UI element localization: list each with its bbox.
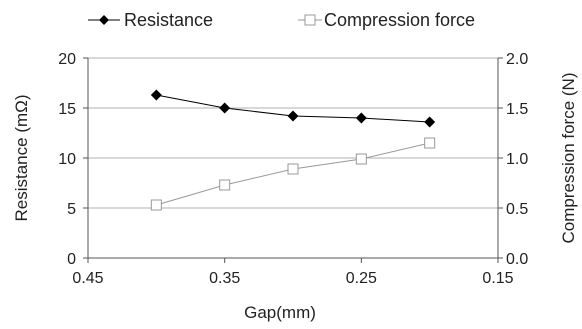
- y2-tick-label-0: 0.0: [506, 251, 528, 268]
- legend-resistance-marker: [99, 15, 109, 25]
- point-resistance-2: [287, 110, 299, 122]
- y-tick-label-2: 10: [58, 151, 76, 168]
- point-resistance-0: [150, 89, 162, 101]
- point-compression-force-1: [219, 179, 231, 191]
- y2-tick-label-2: 1.0: [506, 151, 528, 168]
- point-resistance-4: [424, 116, 436, 128]
- legend-force-label: Compression force: [324, 10, 475, 30]
- y2-tick-label-1: 0.5: [506, 201, 528, 218]
- y-tick-label-1: 5: [67, 201, 76, 218]
- y-axis-title: Resistance (mΩ): [12, 94, 31, 221]
- x-tick-label-3: 0.15: [482, 270, 513, 287]
- y-tick-label-4: 20: [58, 51, 76, 68]
- y-tick-label-3: 15: [58, 101, 76, 118]
- point-compression-force-3: [355, 153, 367, 165]
- legend-item-compression-force: Compression force: [298, 10, 475, 30]
- point-resistance-1: [219, 102, 231, 114]
- y-tick-label-0: 0: [67, 251, 76, 268]
- point-compression-force-0: [150, 199, 162, 211]
- legend: Resistance Compression force: [88, 10, 475, 30]
- legend-force-marker: [304, 14, 316, 26]
- x-tick-label-1: 0.35: [209, 270, 240, 287]
- x-tick-label-0: 0.45: [72, 270, 103, 287]
- legend-resistance-label: Resistance: [124, 10, 213, 30]
- grid-lines: [88, 57, 498, 259]
- x-axis-title: Gap(mm): [244, 303, 316, 322]
- point-compression-force-4: [424, 137, 436, 149]
- point-compression-force-2: [287, 163, 299, 175]
- y2-tick-label-4: 2.0: [506, 51, 528, 68]
- x-tick-label-2: 0.25: [346, 270, 377, 287]
- point-resistance-3: [355, 112, 367, 124]
- y2-axis-title: Compression force (N): [559, 73, 578, 244]
- series-layer: [150, 89, 436, 211]
- y2-tick-label-3: 1.5: [506, 101, 528, 118]
- axis-ticks: 0 5 10 15 20 0.0 0.5 1.0 1.5 2.0 0.45 0.35 0.25 0.15: [58, 51, 528, 287]
- legend-item-resistance: Resistance: [88, 10, 213, 30]
